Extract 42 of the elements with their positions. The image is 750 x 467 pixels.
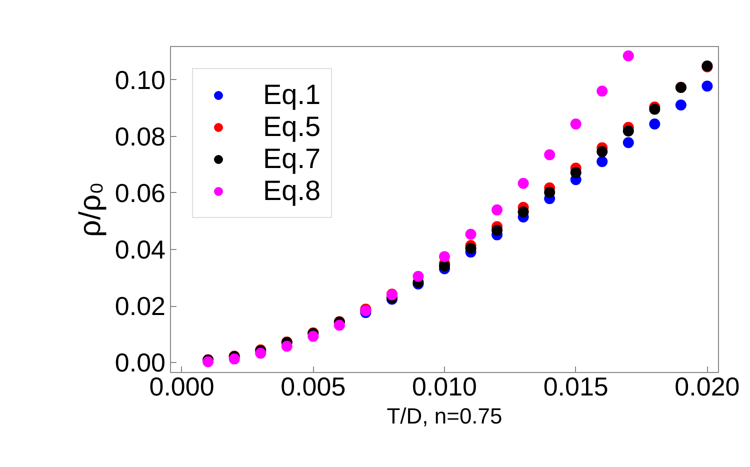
y-tick-label: 0.06: [114, 178, 166, 208]
point: [308, 330, 319, 342]
legend-label: Eq.7: [263, 143, 321, 175]
point: [570, 118, 582, 130]
point: [412, 270, 424, 282]
point: [570, 167, 582, 178]
point: [281, 340, 292, 352]
point: [649, 118, 660, 130]
y-tick-label: 0.04: [114, 234, 166, 265]
point: [518, 206, 529, 218]
y-tick-label: 0.08: [114, 121, 166, 152]
point: [675, 100, 686, 111]
legend-label: Eq.5: [263, 111, 321, 143]
x-tick-label: 0.010: [412, 372, 478, 402]
point: [596, 86, 608, 97]
point: [439, 260, 450, 272]
x-tick-label: 0.015: [543, 372, 608, 402]
point: [439, 251, 450, 262]
y-tick-label: 0.02: [114, 291, 166, 322]
point: [334, 320, 345, 331]
point: [596, 156, 608, 168]
point: [465, 242, 476, 254]
x-tick-label: 0.005: [280, 372, 346, 402]
y-axis-title: ρ/ρ₀: [74, 182, 107, 237]
point: [622, 137, 634, 148]
point: [544, 149, 556, 160]
point: [544, 186, 556, 198]
x-axis-title: T/D, n=0.75: [386, 404, 502, 428]
legend-label: Eq.8: [263, 175, 321, 207]
point: [492, 224, 503, 236]
y-tick-label: 0.10: [114, 64, 166, 95]
point: [702, 80, 713, 92]
point: [596, 146, 608, 158]
point: [518, 178, 529, 189]
point: [649, 104, 660, 115]
point: [622, 126, 634, 137]
legend-label: Eq.1: [263, 79, 321, 111]
point: [492, 204, 503, 216]
point: [622, 50, 634, 62]
point: [255, 348, 266, 359]
point: [465, 228, 476, 240]
x-tick-label: 0.020: [674, 372, 740, 402]
